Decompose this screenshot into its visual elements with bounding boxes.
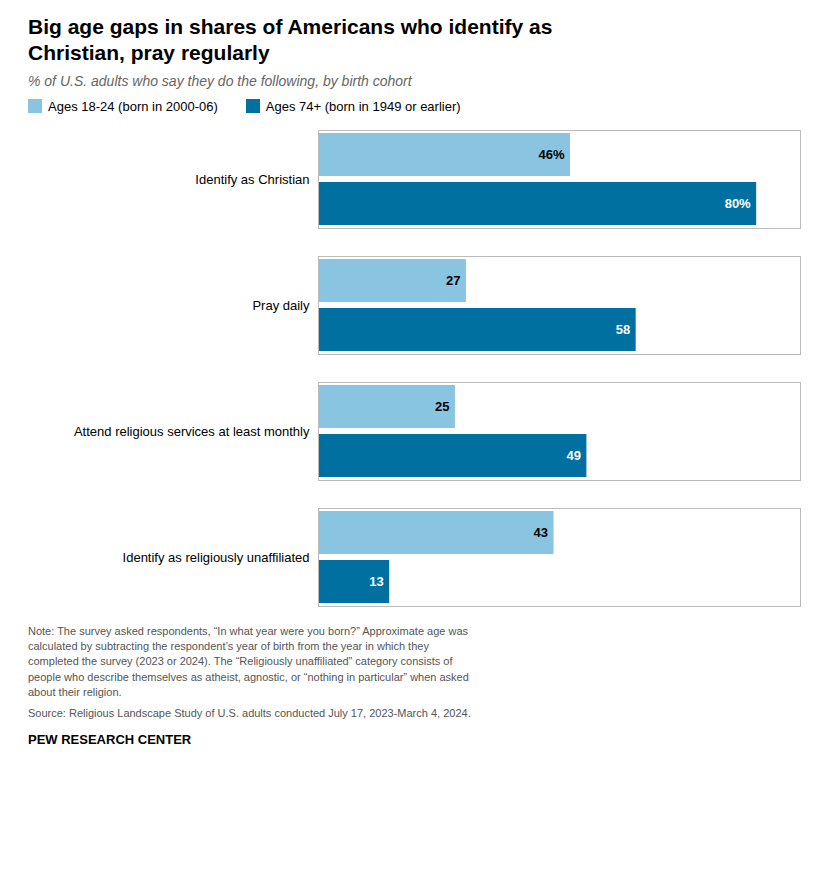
html-text:% of U.S. adults who say they: % of U.S. adults who say they do the fol… [28,72,412,89]
svg-text:Identify as Christian: Identify as Christian [195,171,309,186]
html-text:PEW RESEARCH CENTER: PEW RESEARCH CENTER [28,731,192,747]
svg-text:49: 49 [566,448,580,463]
svg-text:80%: 80% [725,196,751,211]
html-text:Note: The survey asked respond: Note: The survey asked respondents, “In … [28,624,469,699]
svg-text:Pray daily: Pray daily [252,297,310,312]
svg-text:Identify as religiously unaffi: Identify as religiously unaffiliated [123,549,310,564]
svg-text:27: 27 [446,273,460,288]
svg-text:43: 43 [534,525,548,540]
svg-text:46%: 46% [538,147,564,162]
svg-text:58: 58 [616,322,630,337]
svg-text:13: 13 [369,574,383,589]
html-text:Ages 18-24 (born in 2000-06): Ages 18-24 (born in 2000-06) [48,98,218,114]
svg-text:25: 25 [435,399,449,414]
html-text:Ages 74+ (born in 1949 or earl: Ages 74+ (born in 1949 or earlier) [265,98,461,114]
html-text:Source: Religious Landscape St: Source: Religious Landscape Study of U.S… [28,707,471,720]
html-text:Big age gaps in shares of Amer: Big age gaps in shares of Americans who … [28,15,553,65]
svg-text:Attend religious services at l: Attend religious services at least month… [74,423,310,438]
